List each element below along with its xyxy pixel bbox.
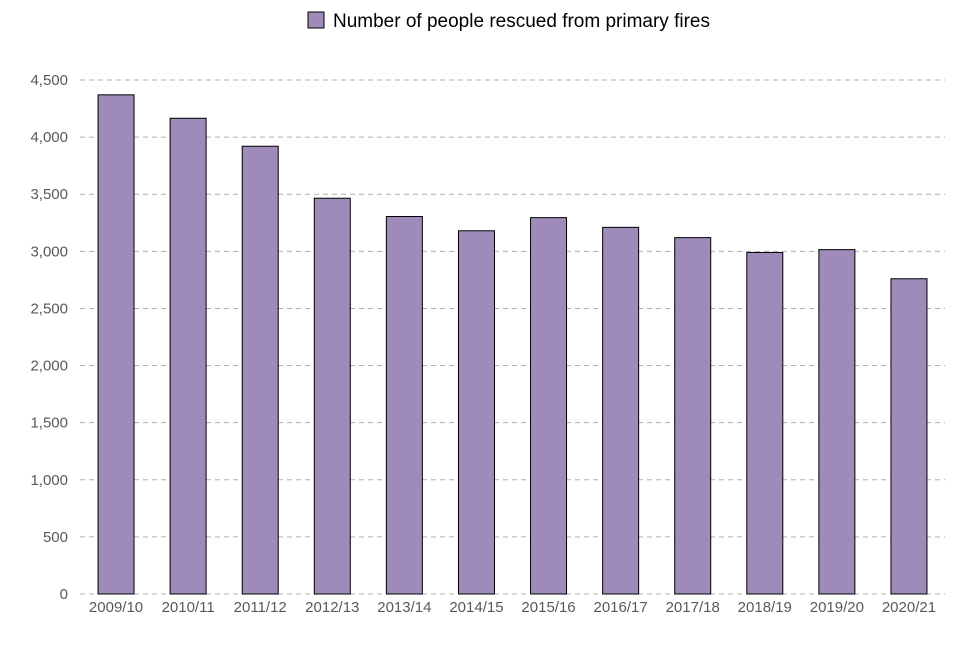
x-tick-label: 2013/14 [377,599,431,616]
bar-2011-12 [241,145,279,595]
y-tick-label: 2,000 [30,358,68,375]
y-tick-label: 500 [43,529,68,546]
bar-2020-21 [890,278,928,595]
x-tick-label: 2010/11 [162,599,215,616]
y-axis: 0 500 1,000 1,500 2,000 2,500 3,000 3,500 4,000 4… [30,72,68,603]
bar-2012-13 [313,197,351,595]
bar-2009-10 [97,94,135,595]
x-tick-label: 2019/20 [810,599,864,616]
x-tick-label: 2016/17 [594,599,648,616]
bar-2016-17 [602,226,640,595]
x-tick-label: 2011/12 [234,599,287,616]
gridlines [80,79,945,595]
x-tick-label: 2018/19 [738,599,792,616]
y-tick-label: 1,500 [30,415,68,432]
x-tick-label: 2009/10 [89,599,143,616]
legend: Number of people rescued from primary fi… [307,11,710,32]
bar-2019-20 [818,249,856,595]
bar-2013-14 [385,215,423,595]
y-tick-label: 4,500 [30,72,68,89]
bar-2015-16 [530,217,568,595]
y-tick-label: 1,000 [30,472,68,489]
x-axis: 2009/10 2010/11 2011/12 2012/13 2013/14 2014/… [89,599,936,616]
bar-2018-19 [746,251,784,595]
y-tick-label: 4,000 [30,129,68,146]
y-tick-label: 3,500 [30,186,68,203]
bar-2014-15 [457,230,495,595]
bar-2010-11 [169,117,207,595]
y-tick-label: 0 [60,586,68,603]
y-tick-label: 2,500 [30,300,68,317]
legend-swatch [307,11,325,29]
legend-label: Number of people rescued from primary fi… [333,11,710,32]
y-tick-label: 3,000 [30,243,68,260]
x-tick-label: 2017/18 [666,599,720,616]
x-tick-label: 2014/15 [449,599,503,616]
bar-2017-18 [674,237,712,595]
bars [97,94,928,595]
x-tick-label: 2015/16 [521,599,575,616]
x-tick-label: 2012/13 [305,599,359,616]
x-tick-label: 2020/21 [882,599,936,616]
